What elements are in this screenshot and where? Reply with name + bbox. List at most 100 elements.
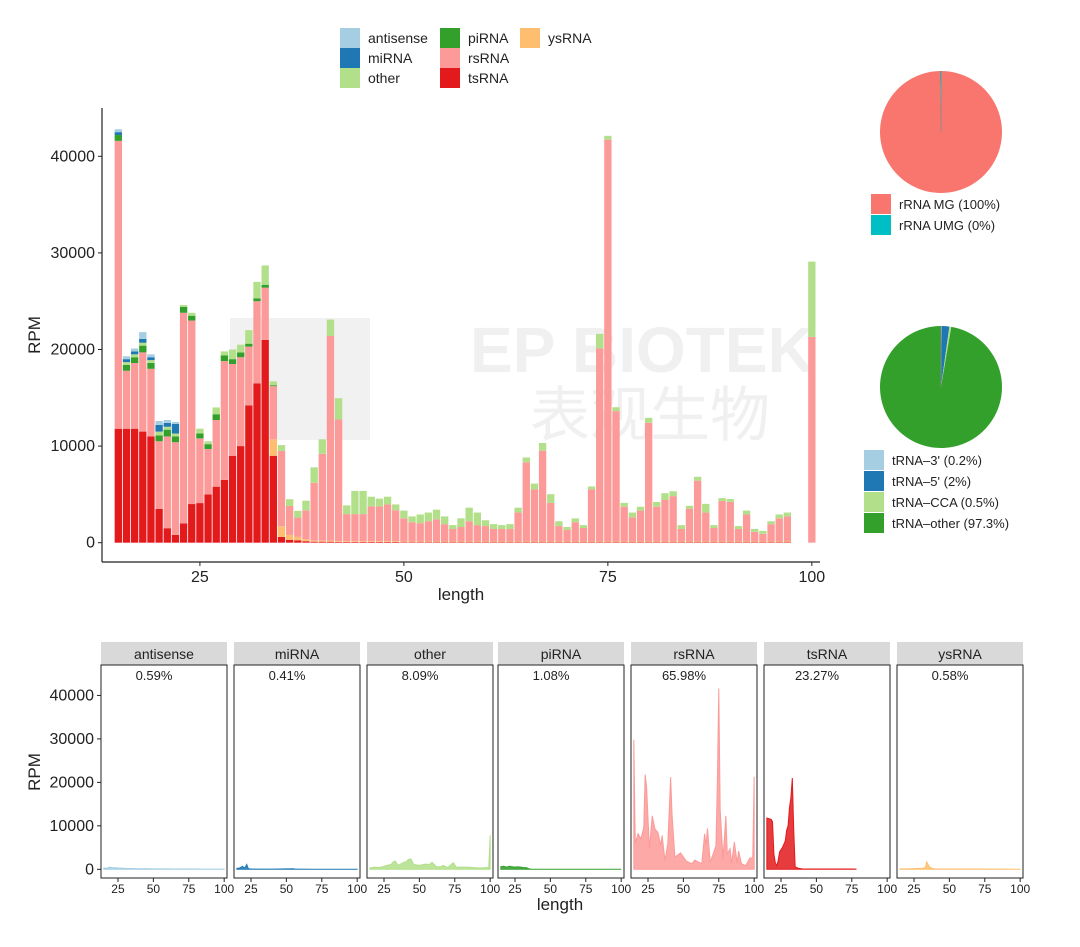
bar-other-51 — [408, 516, 416, 523]
bar-tsRNA-59 — [473, 542, 481, 543]
bar-rsRNA-59 — [473, 525, 481, 542]
facet-area-piRNA — [500, 865, 622, 870]
bar-other-44 — [351, 490, 359, 515]
facet-panel-tsRNA — [763, 664, 891, 879]
bar-miRNA-15 — [114, 132, 122, 136]
bar-other-47 — [375, 498, 384, 507]
bar-ysRNA-95 — [767, 541, 775, 543]
bar-rsRNA-57 — [457, 527, 465, 542]
legend-label-antisense: antisense — [368, 30, 428, 46]
bar-rsRNA-68 — [547, 502, 555, 542]
bar-piRNA-28 — [220, 355, 229, 362]
bar-antisense-17 — [130, 348, 139, 352]
bar-tsRNA-44 — [351, 541, 359, 543]
facet-x-tick-label-antisense-25: 25 — [111, 882, 125, 896]
bar-ysRNA-34 — [269, 439, 278, 456]
bar-ysRNA-73 — [587, 541, 596, 543]
bar-other-55 — [441, 516, 449, 525]
bar-tsRNA-45 — [359, 541, 367, 543]
bar-rsRNA-77 — [620, 506, 628, 542]
legend-swatch-tsRNA — [440, 68, 460, 88]
pie-legend-label-3: tRNA–other (97.3%) — [892, 516, 1009, 531]
facet-y-tick-label-0: 0 — [85, 861, 94, 878]
bar-rsRNA-24 — [188, 320, 196, 505]
bar-rsRNA-88 — [710, 527, 718, 542]
bar-other-39 — [310, 467, 318, 483]
bar-piRNA-20 — [155, 435, 163, 442]
bar-tsRNA-97 — [783, 542, 792, 543]
bar-ysRNA-57 — [457, 541, 465, 543]
facet-panel-ysRNA — [896, 664, 1024, 879]
bar-rsRNA-56 — [449, 528, 457, 542]
bar-other-46 — [367, 496, 375, 507]
bar-rsRNA-80 — [644, 422, 653, 542]
bar-ysRNA-80 — [644, 541, 653, 543]
bar-miRNA-22 — [171, 423, 180, 434]
bar-tsRNA-94 — [759, 542, 767, 543]
facet-area-rsRNA — [633, 688, 755, 870]
bar-other-78 — [628, 512, 637, 518]
bar-other-33 — [261, 265, 269, 285]
bar-miRNA-16 — [122, 359, 131, 363]
bar-tsRNA-37 — [294, 540, 302, 543]
bar-tsRNA-75 — [604, 542, 612, 543]
bar-other-79 — [636, 506, 645, 511]
facet-percent-miRNA: 0.41% — [269, 668, 306, 683]
bar-tsRNA-90 — [726, 542, 734, 543]
bar-piRNA-34 — [269, 385, 278, 387]
facet-x-tick-label-ysRNA-50: 50 — [943, 882, 957, 896]
bar-rsRNA-93 — [751, 531, 759, 542]
bar-rsRNA-78 — [628, 517, 637, 542]
bar-other-52 — [416, 514, 424, 524]
bar-rsRNA-17 — [130, 363, 139, 429]
bar-other-64 — [514, 507, 522, 513]
facet-x-tick-label-other-100: 100 — [480, 882, 500, 896]
facet-x-tick-label-piRNA-25: 25 — [508, 882, 522, 896]
bar-rsRNA-25 — [196, 438, 204, 504]
facet-percent-antisense: 0.59% — [136, 668, 173, 683]
facet-strip-antisense — [101, 642, 227, 665]
bar-rsRNA-32 — [253, 301, 261, 384]
bar-tsRNA-29 — [228, 455, 237, 543]
bar-tsRNA-85 — [685, 542, 694, 543]
bar-rsRNA-39 — [310, 482, 318, 541]
bar-tsRNA-92 — [742, 542, 751, 543]
bar-tsRNA-89 — [718, 542, 726, 543]
bar-other-73 — [587, 486, 596, 490]
bar-ysRNA-65 — [522, 541, 530, 543]
bar-antisense-21 — [163, 420, 171, 423]
facet-x-axis-label: length — [537, 895, 583, 914]
bar-tsRNA-30 — [237, 446, 245, 543]
bar-other-82 — [661, 493, 669, 500]
facet-percent-rsRNA: 65.98% — [662, 668, 707, 683]
bar-ysRNA-86 — [693, 541, 702, 543]
y-tick-label-40000: 40000 — [51, 148, 96, 165]
facet-x-tick-label-miRNA-25: 25 — [244, 882, 258, 896]
bar-tsRNA-81 — [653, 542, 661, 543]
bar-tsRNA-18 — [139, 431, 147, 543]
bar-miRNA-17 — [130, 351, 139, 355]
bar-ysRNA-51 — [408, 541, 416, 543]
bar-other-36 — [285, 499, 294, 506]
bar-ysRNA-56 — [449, 541, 457, 543]
bar-other-32 — [253, 281, 261, 299]
bar-piRNA-23 — [179, 306, 188, 313]
bar-piRNA-24 — [188, 315, 196, 321]
bar-other-49 — [392, 504, 400, 511]
bar-ysRNA-89 — [718, 541, 726, 543]
bar-other-71 — [571, 518, 579, 523]
legend-label-ysRNA: ysRNA — [548, 30, 592, 46]
facet-x-tick-label-tsRNA-100: 100 — [877, 882, 897, 896]
bar-rsRNA-54 — [432, 519, 441, 542]
bar-legend: antisense miRNA other piRNA rsRNA tsRNA ysRNA — [340, 28, 592, 88]
legend-label-miRNA: miRNA — [368, 50, 413, 66]
bar-ysRNA-69 — [555, 541, 563, 543]
bar-piRNA-25 — [196, 433, 204, 439]
bar-tsRNA-79 — [636, 542, 645, 543]
bar-rsRNA-73 — [587, 489, 596, 542]
facet-x-tick-label-ysRNA-100: 100 — [1010, 882, 1030, 896]
bar-other-40 — [318, 439, 326, 454]
bar-tsRNA-42 — [334, 541, 343, 543]
bar-other-65 — [522, 457, 530, 463]
facet-percent-tsRNA: 23.27% — [795, 668, 840, 683]
